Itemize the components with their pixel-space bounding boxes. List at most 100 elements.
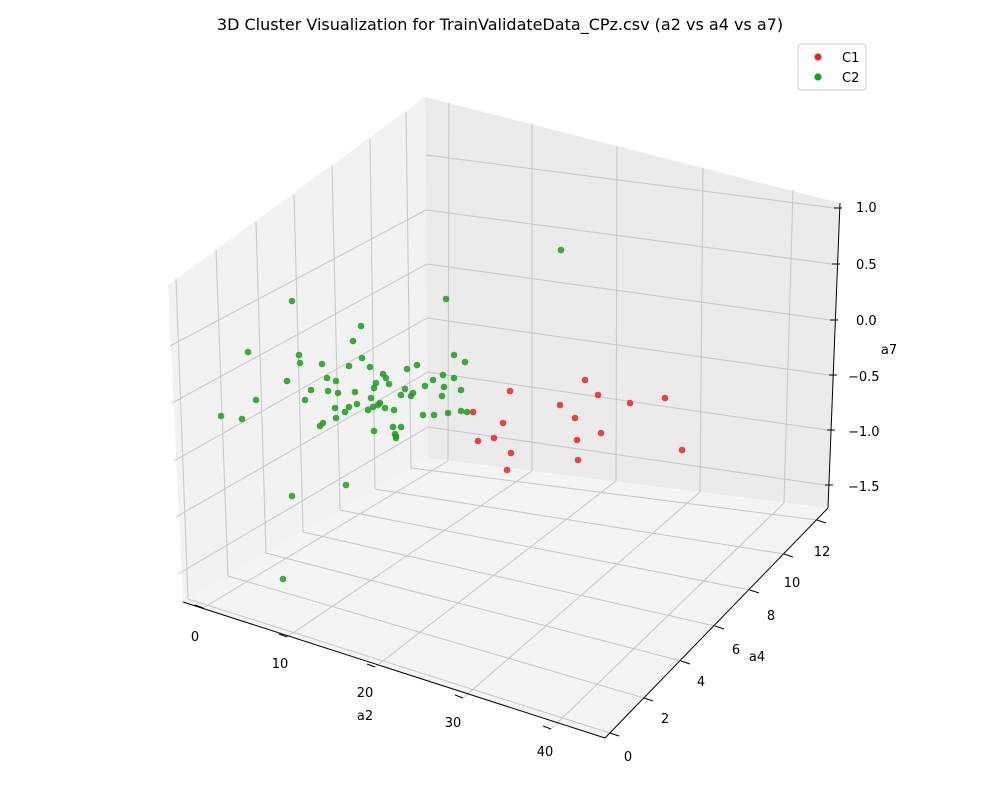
point-c2 xyxy=(318,360,326,368)
point-c2 xyxy=(334,389,342,397)
y-tick-mark xyxy=(609,732,620,737)
point-c2 xyxy=(421,382,429,390)
point-c2 xyxy=(252,396,260,404)
point-c2 xyxy=(407,392,415,400)
y-tick-mark xyxy=(816,519,827,524)
point-c2 xyxy=(349,337,357,345)
axis-ticks: 0 10 20 30 40 0 2 4 6 8 10 12 1.0 0.5 0.0 −0.5 −1.0 −1.5 xyxy=(191,201,880,765)
point-c1 xyxy=(499,419,507,427)
x-tick-mark xyxy=(366,663,376,668)
point-c2 xyxy=(351,388,359,396)
point-c2 xyxy=(413,361,421,369)
point-c2 xyxy=(238,415,246,423)
point-c1 xyxy=(506,387,514,395)
left-wall-grid-a4 xyxy=(405,111,412,469)
point-c1 xyxy=(490,434,498,442)
point-c2 xyxy=(450,351,458,359)
y-tick-label: 0 xyxy=(624,750,632,765)
point-c2 xyxy=(439,371,447,379)
x-tick-label: 30 xyxy=(445,716,462,731)
point-c2 xyxy=(345,362,353,370)
point-c2 xyxy=(345,403,353,411)
floor-grid-a4 xyxy=(227,575,645,699)
point-c1 xyxy=(678,446,686,454)
point-c2 xyxy=(342,481,350,489)
legend-label-c1: C1 xyxy=(842,51,859,66)
series-c2 xyxy=(217,246,565,583)
point-c2 xyxy=(397,391,405,399)
floor-grid-a2 xyxy=(462,491,701,699)
left-wall-grid-a4 xyxy=(331,165,341,511)
point-c2 xyxy=(444,409,452,417)
back-wall-pane xyxy=(425,97,840,508)
x-tick-label: 10 xyxy=(272,657,289,672)
back-wall-grid-a2 xyxy=(783,189,794,504)
floor-pane xyxy=(183,458,828,738)
z-tick-label: 1.0 xyxy=(856,201,877,216)
left-wall-grid-a7 xyxy=(173,317,428,462)
x-tick-label: 20 xyxy=(357,686,374,701)
point-c2 xyxy=(450,374,458,382)
y-tick-mark xyxy=(714,625,725,630)
z-axis-label: a7 xyxy=(881,343,897,358)
x-tick-mark xyxy=(194,604,204,609)
point-c2 xyxy=(438,392,446,400)
point-c2 xyxy=(341,408,349,416)
point-c2 xyxy=(403,365,411,373)
point-c2 xyxy=(382,374,390,382)
back-wall-grid-a7 xyxy=(426,317,830,376)
point-c2 xyxy=(390,406,398,414)
point-c2 xyxy=(364,406,372,414)
y-tick-mark xyxy=(749,589,760,594)
point-c2 xyxy=(301,396,309,404)
left-wall-grid-a7 xyxy=(171,263,428,404)
y-axis-label: a4 xyxy=(749,650,765,665)
y-tick-label: 2 xyxy=(661,712,669,727)
x-tick-mark xyxy=(278,633,288,638)
point-c2 xyxy=(370,427,378,435)
x-axis-line xyxy=(182,601,606,739)
legend-marker-c2 xyxy=(814,73,822,81)
left-wall-grid-a4 xyxy=(175,278,189,600)
y-tick-label: 10 xyxy=(784,576,801,591)
left-wall-grid-a7 xyxy=(177,426,429,575)
point-c2 xyxy=(392,432,400,440)
point-c1 xyxy=(503,466,511,474)
point-c2 xyxy=(389,423,397,431)
floor-grid-a4 xyxy=(374,488,785,555)
point-c2 xyxy=(332,377,340,385)
point-c1 xyxy=(661,394,669,402)
point-c2 xyxy=(366,363,374,371)
point-c2 xyxy=(381,404,389,412)
point-c2 xyxy=(296,359,304,367)
x-tick-mark xyxy=(454,694,464,699)
z-tick-label: −1.5 xyxy=(848,480,880,495)
axis-lines xyxy=(182,202,841,739)
point-c2 xyxy=(324,387,332,395)
floor-grid-a4 xyxy=(187,598,611,734)
floor-grid-a4 xyxy=(302,531,716,627)
y-tick-mark xyxy=(783,553,794,558)
point-c1 xyxy=(626,399,634,407)
series-c1 xyxy=(469,376,686,474)
point-c1 xyxy=(507,449,515,457)
point-c2 xyxy=(279,575,287,583)
y-tick-label: 8 xyxy=(767,609,775,624)
back-wall-grid-a7 xyxy=(425,209,833,265)
point-c2 xyxy=(401,385,409,393)
point-c2 xyxy=(295,351,303,359)
left-wall-grid-a7 xyxy=(169,209,427,347)
point-c2 xyxy=(316,422,324,430)
x-tick-label: 0 xyxy=(191,630,199,645)
back-wall-grid-a7 xyxy=(426,263,831,321)
floor-grid-a4 xyxy=(265,552,682,662)
point-c1 xyxy=(556,401,564,409)
legend-label-c2: C2 xyxy=(842,71,859,86)
point-c1 xyxy=(474,437,482,445)
point-c2 xyxy=(430,411,438,419)
y-tick-mark xyxy=(680,660,691,665)
z-tick-label: −1.0 xyxy=(848,425,880,440)
y-tick-label: 12 xyxy=(814,545,831,560)
x-axis-label: a2 xyxy=(357,709,373,724)
